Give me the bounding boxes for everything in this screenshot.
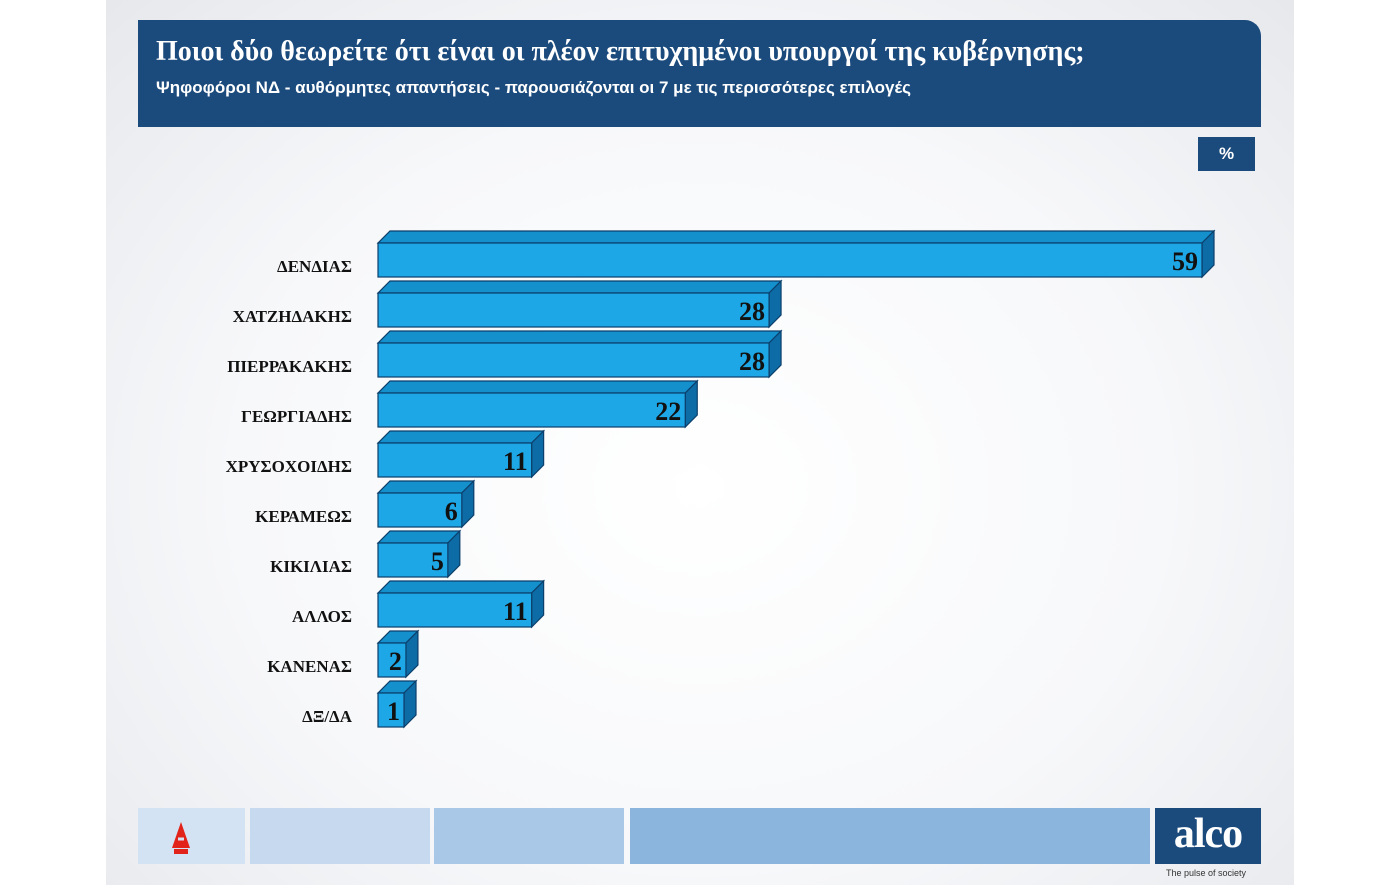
- data-label: 6: [445, 497, 458, 526]
- bar: [377, 542, 449, 578]
- footer-band-1: [250, 808, 430, 864]
- bar-top-face: [376, 330, 783, 344]
- bar: [377, 342, 770, 378]
- bar: [377, 592, 533, 628]
- bar: [377, 692, 405, 728]
- footer-band-3: [630, 808, 1150, 864]
- brand-name: alco: [1173, 811, 1243, 857]
- bar: [377, 642, 407, 678]
- chart-subtitle: Ψηφοφόροι ΝΔ - αυθόρμητες απαντήσεις - π…: [156, 78, 911, 97]
- data-label: 11: [503, 597, 528, 626]
- category-label: ΧΑΤΖΗΔΑΚΗΣ: [233, 307, 352, 326]
- slide-background: [106, 0, 1294, 885]
- bar-top-face: [376, 480, 476, 494]
- category-label: ΧΡΥΣΟΧΟΙΔΗΣ: [226, 457, 352, 476]
- data-label: 5: [431, 547, 444, 576]
- bar-top-face: [376, 380, 699, 394]
- bar-top-face: [376, 580, 546, 594]
- bar-top-face: [376, 430, 546, 444]
- bar: [377, 292, 770, 328]
- category-label: ΚΙΚΙΛΙΑΣ: [270, 557, 352, 576]
- alco-logo: alco: [1155, 808, 1261, 864]
- category-label: ΔΞ/ΔΑ: [302, 707, 353, 726]
- category-label: ΓΕΩΡΓΙΑΔΗΣ: [241, 407, 352, 426]
- category-label: ΔΕΝΔΙΑΣ: [277, 257, 352, 276]
- data-label: 11: [503, 447, 528, 476]
- data-label: 28: [739, 297, 765, 326]
- chart-title: Ποιοι δύο θεωρείτε ότι είναι οι πλέον επ…: [156, 36, 1085, 67]
- category-label: ΠΙΕΡΡΑΚΑΚΗΣ: [227, 357, 352, 376]
- bar-top-face: [376, 280, 783, 294]
- unit-badge: %: [1198, 137, 1255, 171]
- bar: [377, 442, 533, 478]
- category-label: ΚΑΝΕΝΑΣ: [267, 657, 352, 676]
- data-label: 2: [389, 647, 402, 676]
- category-label: ΑΛΛΟΣ: [292, 607, 352, 626]
- data-label: 59: [1172, 247, 1198, 276]
- header-banner: Ποιοι δύο θεωρείτε ότι είναι οι πλέον επ…: [138, 20, 1261, 127]
- data-label: 28: [739, 347, 765, 376]
- bar-top-face: [376, 530, 462, 544]
- alpha-tv-logo-icon: [172, 822, 190, 854]
- data-label: 1: [387, 697, 400, 726]
- brand-tagline: The pulse of society: [1166, 868, 1247, 878]
- channel-logo-box: [138, 808, 245, 864]
- bar: [377, 242, 1203, 278]
- footer-band-2: [434, 808, 624, 864]
- bar: [377, 392, 686, 428]
- data-label: 22: [655, 397, 681, 426]
- bar: [377, 492, 463, 528]
- bar-top-face: [376, 230, 1216, 244]
- category-label: ΚΕΡΑΜΕΩΣ: [255, 507, 352, 526]
